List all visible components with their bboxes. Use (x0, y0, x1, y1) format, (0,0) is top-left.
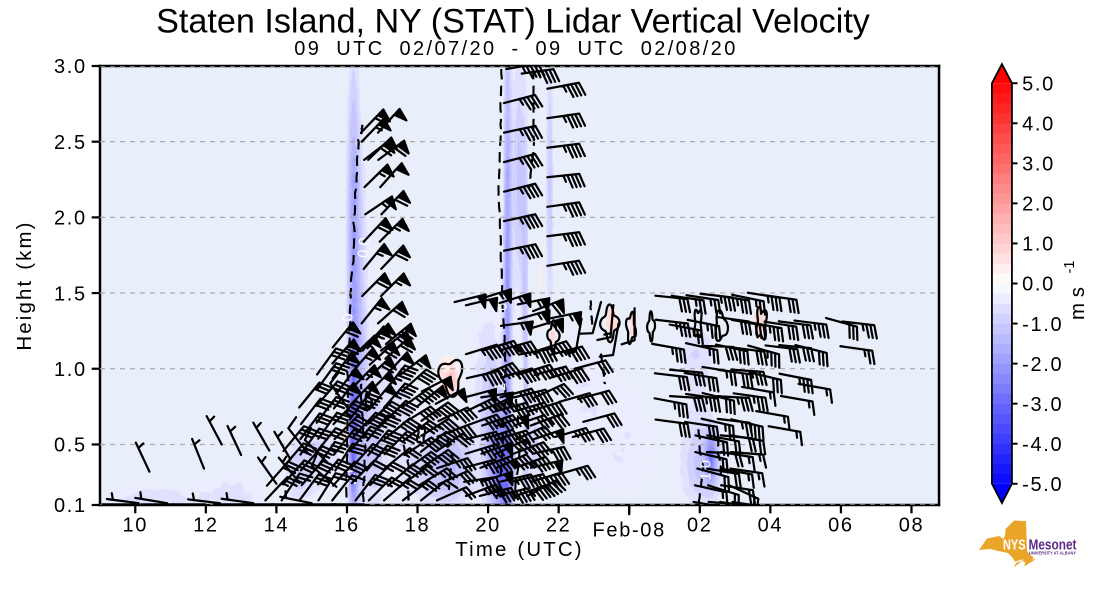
svg-text:04: 04 (758, 514, 784, 536)
svg-text:0.1: 0.1 (54, 495, 87, 517)
svg-text:14: 14 (264, 514, 290, 536)
svg-text:3.0: 3.0 (54, 56, 87, 78)
svg-text:5.0: 5.0 (1022, 73, 1055, 95)
svg-text:0.0: 0.0 (356, 237, 374, 259)
svg-text:0.5: 0.5 (54, 435, 87, 457)
svg-text:16: 16 (334, 514, 360, 536)
svg-text:Height (km): Height (km) (14, 220, 36, 350)
svg-text:1.0: 1.0 (54, 359, 87, 381)
svg-text:UNIVERSITY AT ALBANY: UNIVERSITY AT ALBANY (1029, 551, 1076, 556)
svg-text:-3.0: -3.0 (1022, 394, 1063, 416)
svg-text:Feb-08: Feb-08 (593, 519, 666, 541)
svg-text:NYS: NYS (1003, 537, 1026, 553)
svg-text:1.5: 1.5 (54, 283, 87, 305)
svg-text:4.0: 4.0 (1022, 114, 1055, 136)
svg-text:10: 10 (123, 514, 149, 536)
svg-text:-2.0: -2.0 (1022, 354, 1063, 376)
svg-text:18: 18 (405, 514, 431, 536)
svg-text:-4.0: -4.0 (1022, 434, 1063, 456)
svg-text:Mesonet: Mesonet (1029, 537, 1077, 553)
svg-text:02: 02 (687, 514, 713, 536)
svg-text:-1.0: -1.0 (537, 435, 554, 461)
svg-text:12: 12 (193, 514, 219, 536)
svg-text:3.0: 3.0 (1022, 154, 1055, 176)
svg-text:-1.0: -1.0 (1022, 314, 1063, 336)
svg-text:08: 08 (899, 514, 925, 536)
svg-text:22: 22 (546, 514, 572, 536)
svg-text:-1: -1 (1062, 261, 1078, 274)
svg-text:0.0: 0.0 (1022, 274, 1055, 296)
svg-text:09 UTC 02/07/20 - 09 UTC 02/08: 09 UTC 02/07/20 - 09 UTC 02/08/20 (294, 38, 737, 60)
svg-text:06: 06 (828, 514, 854, 536)
svg-text:20: 20 (475, 514, 501, 536)
svg-text:1.0: 1.0 (1022, 234, 1055, 256)
svg-text:Staten Island, NY (STAT) Lidar: Staten Island, NY (STAT) Lidar Vertical … (156, 3, 871, 41)
svg-text:Time (UTC): Time (UTC) (455, 539, 583, 561)
svg-text:2.0: 2.0 (54, 208, 87, 230)
svg-text:-5.0: -5.0 (1022, 474, 1063, 496)
svg-text:2.0: 2.0 (1022, 194, 1055, 216)
svg-text:m s: m s (1067, 287, 1089, 320)
svg-text:2.5: 2.5 (54, 132, 87, 154)
